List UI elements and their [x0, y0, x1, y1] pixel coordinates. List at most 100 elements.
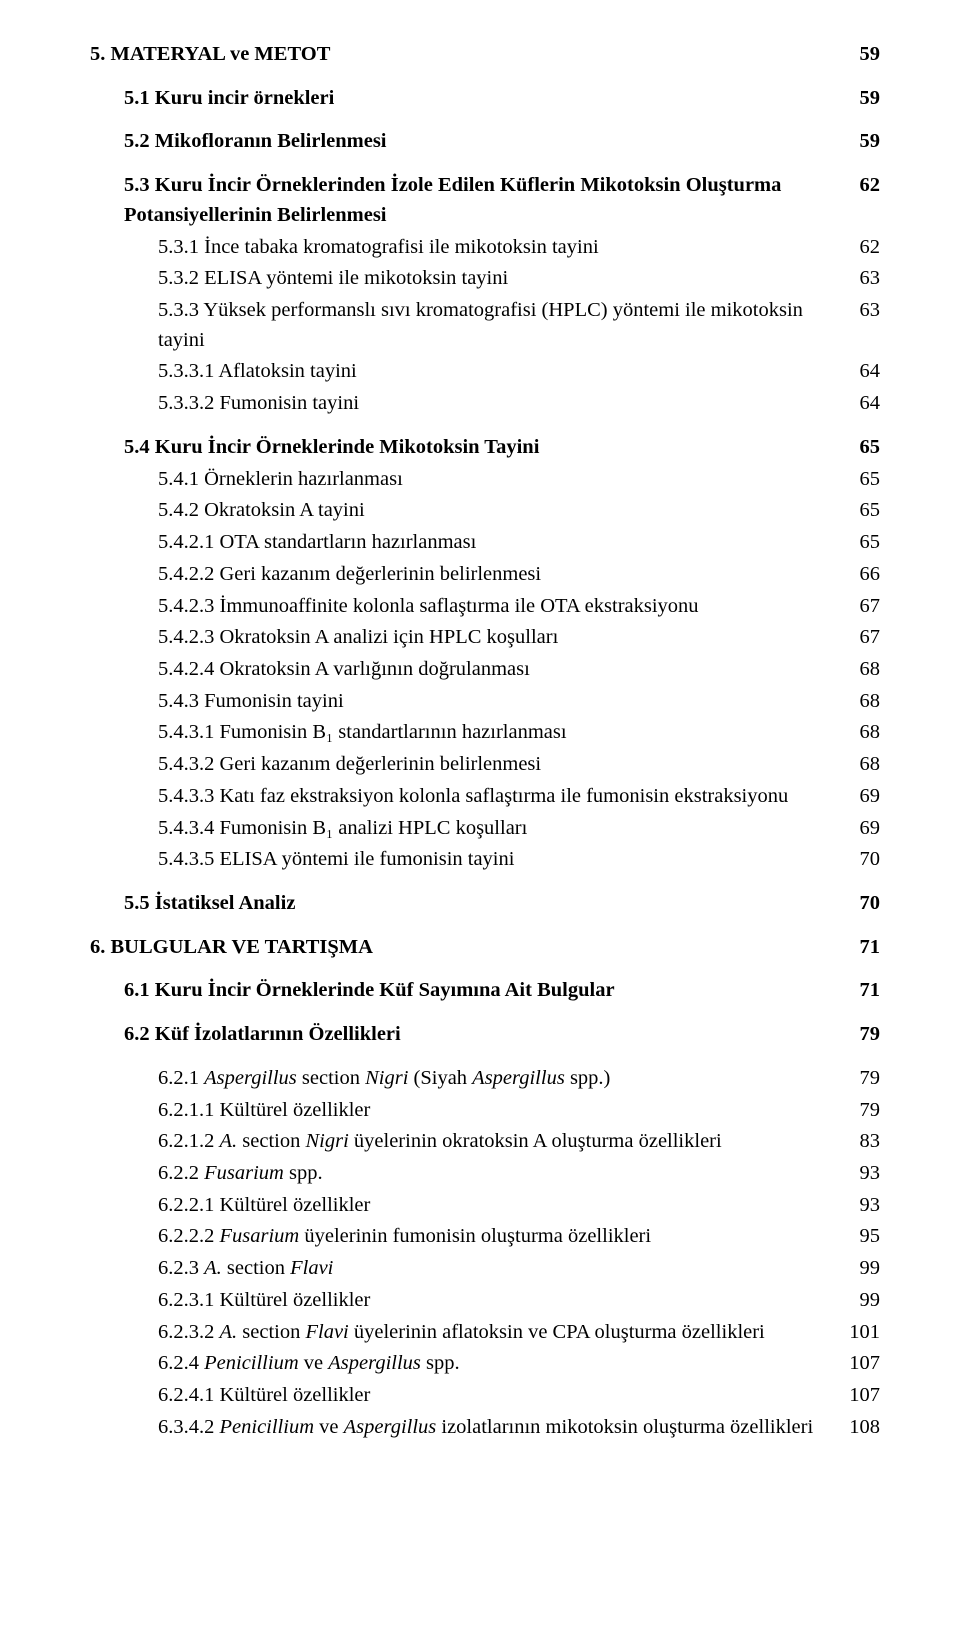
toc-text-part: 6.2.2.1 Kültürel özellikler: [158, 1194, 370, 1216]
toc-entry: 6.2.2 Fusarium spp.93: [90, 1159, 880, 1189]
toc-text-part: izolatlarının mikotoksin oluşturma özell…: [436, 1416, 813, 1438]
toc-text-part: 6.2.1.1 Kültürel özellikler: [158, 1099, 370, 1121]
toc-entry: 6. BULGULAR VE TARTIŞMA 71: [90, 933, 880, 963]
toc-text-part: Aspergillus: [344, 1416, 437, 1438]
toc-entry-label: 5. MATERYAL ve METOT: [90, 40, 840, 70]
toc-entry-label: 6.2.2.1 Kültürel özellikler: [158, 1191, 840, 1221]
toc-entry-label: 5.4.3.2 Geri kazanım değerlerinin belirl…: [158, 750, 840, 780]
toc-text-part: 6.2.4: [158, 1352, 204, 1374]
toc-entry: 5.3.2 ELISA yöntemi ile mikotoksin tayin…: [90, 264, 880, 294]
table-of-contents: 5. MATERYAL ve METOT595.1 Kuru incir örn…: [90, 40, 880, 1442]
toc-entry-label: 5.4.2.3 Okratoksin A analizi için HPLC k…: [158, 623, 840, 653]
toc-text-part: 6.2.2.2: [158, 1225, 220, 1247]
toc-text-part: 6.3.4.2: [158, 1416, 220, 1438]
toc-entry-label: 5.4.3.3 Katı faz ekstraksiyon kolonla sa…: [158, 782, 840, 812]
toc-text-part: 5.4.2.1 OTA standartların hazırlanması: [158, 531, 476, 553]
toc-text-part: üyelerinin fumonisin oluşturma özellikle…: [299, 1225, 651, 1247]
toc-entry: 5.4.2.1 OTA standartların hazırlanması65: [90, 528, 880, 558]
toc-entry-label: 6.1 Kuru İncir Örneklerinde Küf Sayımına…: [124, 976, 840, 1006]
toc-entry-page: 68: [840, 687, 880, 717]
toc-entry-label: 5.5 İstatiksel Analiz: [124, 889, 840, 919]
toc-entry-page: 62: [840, 233, 880, 263]
toc-entry-page: 59: [840, 84, 880, 114]
toc-entry-label: 5.4.2.3 İmmunoaffinite kolonla saflaştır…: [158, 592, 840, 622]
toc-entry: 5.4 Kuru İncir Örneklerinde Mikotoksin T…: [90, 433, 880, 463]
toc-text-part: spp.: [421, 1352, 460, 1374]
toc-entry-page: 99: [840, 1286, 880, 1316]
toc-entry-page: 67: [840, 623, 880, 653]
toc-text-part: 6. BULGULAR VE TARTIŞMA: [90, 936, 373, 958]
toc-text-part: Fusarium: [220, 1225, 300, 1247]
toc-entry: 5.3.3.2 Fumonisin tayini 64: [90, 389, 880, 419]
toc-entry-page: 107: [840, 1349, 880, 1379]
toc-text-part: 6.2.3: [158, 1257, 204, 1279]
toc-text-part: 5. MATERYAL ve METOT: [90, 43, 330, 65]
toc-entry-page: 99: [840, 1254, 880, 1284]
toc-entry: 5.4.3.5 ELISA yöntemi ile fumonisin tayi…: [90, 845, 880, 875]
toc-text-part: 5.5 İstatiksel Analiz: [124, 892, 295, 914]
toc-entry-page: 67: [840, 592, 880, 622]
toc-entry: 5. MATERYAL ve METOT 59: [90, 40, 880, 70]
toc-entry: 5.4.3 Fumonisin tayini 68: [90, 687, 880, 717]
toc-entry-page: 64: [840, 357, 880, 387]
toc-entry-label: 6.2.1.1 Kültürel özellikler: [158, 1096, 840, 1126]
toc-entry: 5.3.3 Yüksek performanslı sıvı kromatogr…: [90, 296, 880, 355]
toc-entry-label: 6.3.4.2 Penicillium ve Aspergillus izola…: [158, 1413, 840, 1443]
toc-text-part: (Siyah: [408, 1067, 472, 1089]
toc-entry: 5.4.2.3 İmmunoaffinite kolonla saflaştır…: [90, 592, 880, 622]
toc-text-part: spp.: [284, 1162, 323, 1184]
toc-entry-page: 65: [840, 465, 880, 495]
toc-entry: 5.2 Mikofloranın Belirlenmesi59: [90, 127, 880, 157]
toc-entry-label: 6.2.2 Fusarium spp.: [158, 1159, 840, 1189]
toc-text-part: 5.3.3.2 Fumonisin tayini: [158, 392, 359, 414]
toc-text-part: 6.2.3.2: [158, 1321, 220, 1343]
toc-entry-label: 5.3.3.2 Fumonisin tayini: [158, 389, 840, 419]
toc-text-part: 5.3.3 Yüksek performanslı sıvı kromatogr…: [158, 299, 803, 351]
toc-entry: 5.4.3.4 Fumonisin B₁ analizi HPLC koşull…: [90, 814, 880, 844]
toc-entry-page: 68: [840, 655, 880, 685]
toc-entry: 6.2.1.1 Kültürel özellikler79: [90, 1096, 880, 1126]
toc-entry-page: 59: [840, 127, 880, 157]
toc-entry-label: 5.2 Mikofloranın Belirlenmesi: [124, 127, 840, 157]
toc-text-part: A.: [220, 1321, 238, 1343]
toc-entry-page: 65: [840, 433, 880, 463]
toc-text-part: Nigri: [305, 1130, 348, 1152]
toc-text-part: 5.4.3 Fumonisin tayini: [158, 690, 344, 712]
toc-entry-page: 69: [840, 782, 880, 812]
toc-entry-label: 5.4.3.5 ELISA yöntemi ile fumonisin tayi…: [158, 845, 840, 875]
toc-entry-label: 5.3.2 ELISA yöntemi ile mikotoksin tayin…: [158, 264, 840, 294]
toc-text-part: 5.4.3.5 ELISA yöntemi ile fumonisin tayi…: [158, 848, 514, 870]
toc-entry: 5.4.2.3 Okratoksin A analizi için HPLC k…: [90, 623, 880, 653]
toc-entry-label: 6.2 Küf İzolatlarının Özellikleri: [124, 1020, 840, 1050]
toc-entry-label: 5.3.3 Yüksek performanslı sıvı kromatogr…: [158, 296, 840, 355]
toc-text-part: 5.4.2.3 Okratoksin A analizi için HPLC k…: [158, 626, 558, 648]
toc-text-part: Aspergillus: [472, 1067, 565, 1089]
toc-text-part: Flavi: [290, 1257, 333, 1279]
toc-entry-page: 83: [840, 1127, 880, 1157]
toc-entry-label: 5.3.1 İnce tabaka kromatografisi ile mik…: [158, 233, 840, 263]
toc-entry-page: 69: [840, 814, 880, 844]
toc-text-part: 5.4 Kuru İncir Örneklerinde Mikotoksin T…: [124, 436, 539, 458]
toc-entry-page: 64: [840, 389, 880, 419]
toc-text-part: 5.4.2 Okratoksin A tayini: [158, 499, 365, 521]
toc-text-part: 5.4.1 Örneklerin hazırlanması: [158, 468, 403, 490]
toc-entry: 6.2.4 Penicillium ve Aspergillus spp.107: [90, 1349, 880, 1379]
toc-text-part: 6.2.4.1 Kültürel özellikler: [158, 1384, 370, 1406]
toc-entry-page: 68: [840, 718, 880, 748]
toc-entry: 5.4.2 Okratoksin A tayini65: [90, 496, 880, 526]
toc-entry: 6.2.4.1 Kültürel özellikler 107: [90, 1381, 880, 1411]
toc-entry-page: 79: [840, 1064, 880, 1094]
toc-text-part: Flavi: [305, 1321, 348, 1343]
toc-text-part: Aspergillus: [204, 1067, 297, 1089]
toc-entry: 5.4.3.3 Katı faz ekstraksiyon kolonla sa…: [90, 782, 880, 812]
toc-entry-label: 6.2.4.1 Kültürel özellikler: [158, 1381, 840, 1411]
toc-entry-page: 70: [840, 845, 880, 875]
toc-text-part: 5.3.2 ELISA yöntemi ile mikotoksin tayin…: [158, 267, 508, 289]
toc-entry-label: 5.4.2.2 Geri kazanım değerlerinin belirl…: [158, 560, 840, 590]
toc-text-part: üyelerinin aflatoksin ve CPA oluşturma ö…: [349, 1321, 765, 1343]
toc-entry-page: 59: [840, 40, 880, 70]
toc-text-part: A.: [204, 1257, 222, 1279]
toc-entry: 6.2.1 Aspergillus section Nigri (Siyah A…: [90, 1064, 880, 1094]
toc-entry-page: 107: [840, 1381, 880, 1411]
toc-entry-page: 71: [840, 933, 880, 963]
